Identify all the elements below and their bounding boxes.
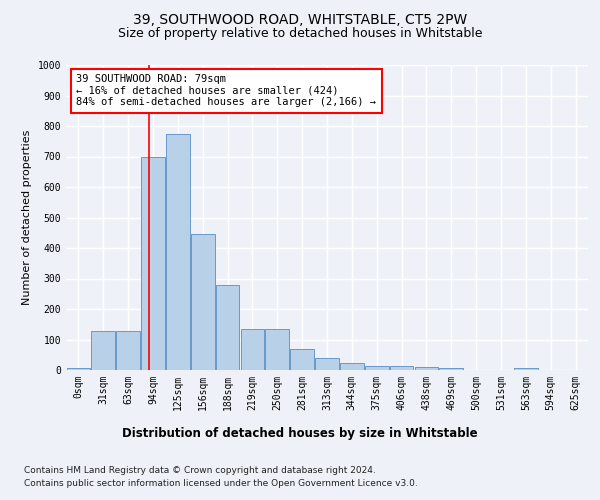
Bar bbox=[290, 348, 314, 370]
Bar bbox=[340, 364, 364, 370]
Bar bbox=[216, 285, 239, 370]
Bar bbox=[67, 368, 90, 370]
Bar bbox=[439, 368, 463, 370]
Bar bbox=[91, 331, 115, 370]
Bar bbox=[390, 366, 413, 370]
Bar bbox=[514, 368, 538, 370]
Y-axis label: Number of detached properties: Number of detached properties bbox=[22, 130, 32, 305]
Bar bbox=[241, 329, 264, 370]
Bar bbox=[116, 331, 140, 370]
Text: 39, SOUTHWOOD ROAD, WHITSTABLE, CT5 2PW: 39, SOUTHWOOD ROAD, WHITSTABLE, CT5 2PW bbox=[133, 12, 467, 26]
Bar bbox=[166, 134, 190, 370]
Bar bbox=[141, 156, 165, 370]
Text: Size of property relative to detached houses in Whitstable: Size of property relative to detached ho… bbox=[118, 28, 482, 40]
Bar bbox=[191, 234, 215, 370]
Text: 39 SOUTHWOOD ROAD: 79sqm
← 16% of detached houses are smaller (424)
84% of semi-: 39 SOUTHWOOD ROAD: 79sqm ← 16% of detach… bbox=[76, 74, 376, 108]
Text: Contains public sector information licensed under the Open Government Licence v3: Contains public sector information licen… bbox=[24, 479, 418, 488]
Bar bbox=[315, 358, 339, 370]
Text: Contains HM Land Registry data © Crown copyright and database right 2024.: Contains HM Land Registry data © Crown c… bbox=[24, 466, 376, 475]
Bar bbox=[365, 366, 389, 370]
Text: Distribution of detached houses by size in Whitstable: Distribution of detached houses by size … bbox=[122, 428, 478, 440]
Bar bbox=[265, 329, 289, 370]
Bar bbox=[415, 367, 438, 370]
